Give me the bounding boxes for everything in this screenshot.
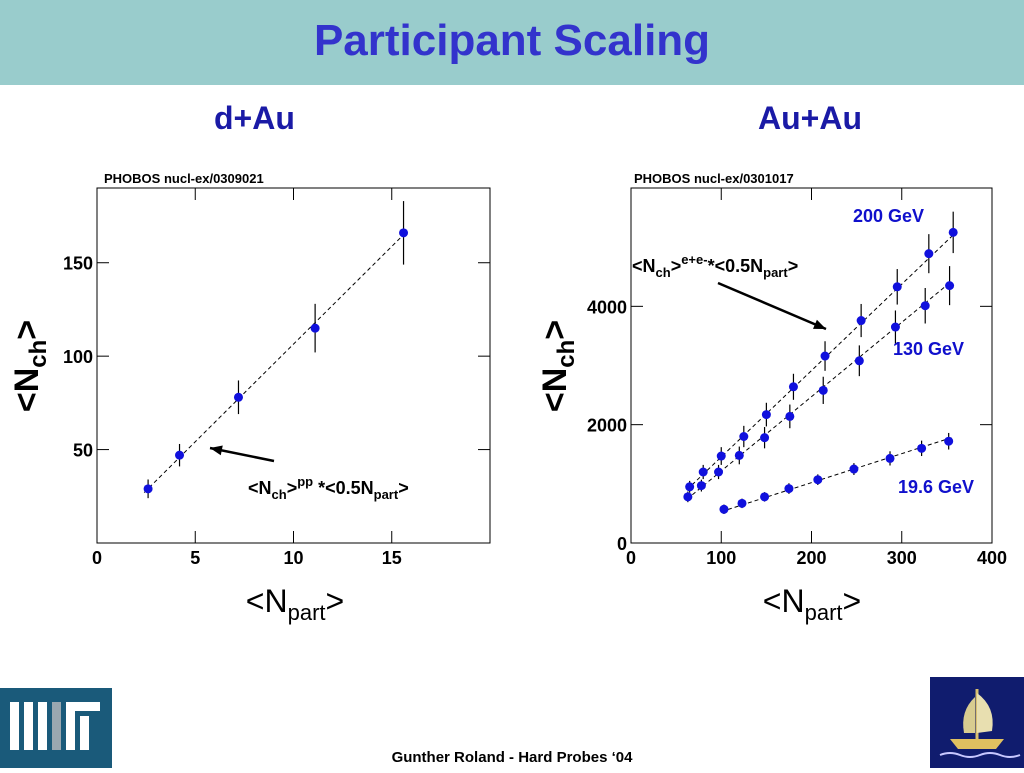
data-point-auau-0 [761, 410, 771, 420]
y-axis-title-dau: <Nch> [8, 320, 52, 412]
y-tick-label-auau: 4000 [587, 297, 627, 317]
data-point-auau-0 [685, 482, 695, 492]
source-label-dau: PHOBOS nucl-ex/0309021 [104, 171, 264, 186]
fit-line-auau-2 [721, 437, 952, 513]
panel-title-dau: d+Au [214, 100, 295, 136]
data-point-auau-1 [734, 450, 744, 460]
fit-line-dau-0 [143, 234, 404, 493]
data-point-auau-2 [813, 475, 823, 485]
annotation-auau: <Nch>e+e-*<0.5Npart> [632, 252, 798, 280]
data-point-dau-0 [399, 228, 409, 238]
series-label-auau-0: 200 GeV [853, 206, 924, 226]
x-tick-label-auau: 200 [796, 548, 826, 568]
footer-credit: Gunther Roland - Hard Probes ‘04 [391, 749, 633, 766]
ship-logo [930, 677, 1024, 768]
data-point-dau-0 [143, 484, 153, 494]
data-point-auau-1 [854, 356, 864, 366]
y-tick-label-auau: 0 [617, 534, 627, 554]
data-point-auau-1 [785, 411, 795, 421]
y-tick-label-auau: 2000 [587, 416, 627, 436]
data-point-auau-1 [760, 433, 770, 443]
y-tick-label-dau: 150 [63, 254, 93, 274]
data-point-auau-2 [760, 492, 770, 502]
x-tick-label-dau: 0 [92, 548, 102, 568]
data-point-auau-0 [788, 382, 798, 392]
data-point-auau-2 [719, 504, 729, 514]
data-point-dau-0 [233, 392, 243, 402]
data-point-auau-1 [890, 322, 900, 332]
data-point-auau-1 [696, 481, 706, 491]
x-tick-label-auau: 400 [977, 548, 1007, 568]
y-axis-title-auau: <Nch> [536, 320, 580, 412]
data-point-auau-0 [820, 351, 830, 361]
page-title: Participant Scaling [313, 16, 711, 65]
fit-line-auau-0 [686, 232, 957, 491]
data-point-auau-2 [784, 484, 794, 494]
x-tick-label-dau: 10 [283, 548, 303, 568]
data-point-auau-1 [945, 281, 955, 291]
data-point-auau-2 [917, 443, 927, 453]
data-point-auau-0 [892, 282, 902, 292]
data-point-auau-0 [924, 249, 934, 259]
header-bar: Participant Scaling [0, 0, 1024, 85]
data-point-auau-2 [737, 498, 747, 508]
data-point-auau-0 [716, 451, 726, 461]
data-point-auau-1 [818, 385, 828, 395]
data-point-dau-0 [175, 450, 185, 460]
data-point-auau-1 [714, 467, 724, 477]
y-tick-label-dau: 50 [73, 441, 93, 461]
series-label-auau-1: 130 GeV [893, 339, 964, 359]
annotation-arrowhead-dau [210, 445, 223, 456]
x-tick-label-dau: 5 [190, 548, 200, 568]
data-point-auau-2 [944, 436, 954, 446]
x-tick-label-auau: 0 [626, 548, 636, 568]
series-label-auau-2: 19.6 GeV [898, 477, 974, 497]
x-tick-label-dau: 15 [382, 548, 402, 568]
data-point-auau-1 [683, 492, 693, 502]
panel-title-auau: Au+Au [758, 100, 862, 136]
data-point-dau-0 [310, 323, 320, 333]
x-axis-title-auau: <Npart> [763, 583, 861, 625]
data-point-auau-1 [920, 301, 930, 311]
x-axis-title-dau: <Npart> [246, 583, 344, 625]
annotation-arrowhead-auau [813, 319, 826, 329]
x-tick-label-auau: 300 [887, 548, 917, 568]
annotation-arrow-auau [717, 281, 827, 331]
mit-logo [0, 688, 112, 768]
data-point-auau-2 [885, 453, 895, 463]
data-point-auau-2 [849, 464, 859, 474]
data-point-auau-0 [739, 432, 749, 441]
y-tick-label-dau: 100 [63, 347, 93, 367]
source-label-auau: PHOBOS nucl-ex/0301017 [634, 171, 794, 186]
data-point-auau-0 [948, 227, 958, 237]
x-tick-label-auau: 100 [706, 548, 736, 568]
annotation-dau: <Nch>pp *<0.5Npart> [248, 474, 409, 502]
data-point-auau-0 [698, 467, 708, 477]
data-point-auau-0 [856, 316, 866, 326]
